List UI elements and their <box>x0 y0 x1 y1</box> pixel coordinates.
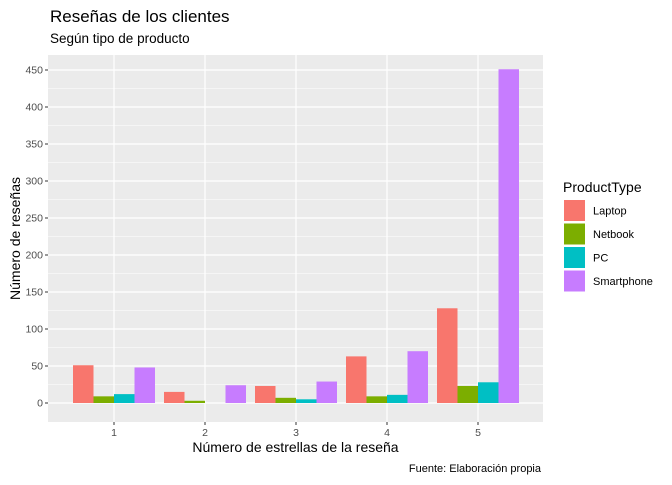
bar-pc-1 <box>114 394 135 403</box>
x-tick-label: 3 <box>293 427 299 439</box>
legend-key-laptop <box>564 200 585 221</box>
y-tick-label: 0 <box>37 398 43 410</box>
y-tick-label: 100 <box>25 324 43 336</box>
bar-netbook-5 <box>457 385 478 403</box>
bar-laptop-1 <box>73 365 94 403</box>
legend-label: Netbook <box>593 229 634 241</box>
x-axis: 1 2 3 4 5 <box>111 422 481 439</box>
y-axis-label: Número de reseñas <box>7 177 23 300</box>
bar-pc-5 <box>478 382 499 403</box>
caption: Fuente: Elaboración propia <box>409 463 542 475</box>
y-axis: 0 50 100 150 200 250 300 350 400 450 <box>25 65 48 410</box>
y-tick-label: 450 <box>25 65 43 77</box>
x-axis-label: Número de estrellas de la reseña <box>192 439 398 455</box>
legend-key-pc <box>564 247 585 268</box>
bar-smartphone-2 <box>225 385 246 403</box>
legend-label: PC <box>593 253 608 265</box>
bar-smartphone-3 <box>316 381 337 403</box>
y-tick-label: 200 <box>25 250 43 262</box>
bar-smartphone-1 <box>134 367 155 403</box>
legend: Laptop Netbook PC Smartphone <box>564 200 653 292</box>
bar-laptop-3 <box>255 385 276 403</box>
y-tick-label: 250 <box>25 213 43 225</box>
y-tick-label: 350 <box>25 139 43 151</box>
legend-key-smartphone <box>564 270 585 292</box>
bar-netbook-1 <box>93 396 114 403</box>
bar-netbook-3 <box>275 397 296 403</box>
chart-title: Reseñas de los clientes <box>50 7 230 26</box>
bar-pc-4 <box>387 394 408 403</box>
bar-laptop-5 <box>437 308 458 403</box>
bar-laptop-2 <box>164 391 185 403</box>
chart-subtitle: Según tipo de producto <box>50 31 190 46</box>
legend-label: Laptop <box>593 206 627 218</box>
bars <box>73 69 519 403</box>
bar-pc-3 <box>296 399 317 403</box>
x-tick-label: 4 <box>384 427 390 439</box>
x-tick-label: 2 <box>202 427 208 439</box>
y-tick-label: 50 <box>31 361 43 373</box>
legend-title: ProductType <box>563 179 642 195</box>
bar-netbook-2 <box>184 400 205 403</box>
bar-laptop-4 <box>346 356 367 403</box>
y-tick-label: 400 <box>25 102 43 114</box>
x-tick-label: 5 <box>475 427 481 439</box>
legend-key-netbook <box>564 223 585 245</box>
x-tick-label: 1 <box>111 427 117 439</box>
y-tick-label: 150 <box>25 287 43 299</box>
bar-netbook-4 <box>366 396 387 403</box>
legend-label: Smartphone <box>593 276 653 288</box>
bar-smartphone-4 <box>407 351 428 403</box>
bar-smartphone-5 <box>498 69 519 403</box>
y-tick-label: 300 <box>25 176 43 188</box>
